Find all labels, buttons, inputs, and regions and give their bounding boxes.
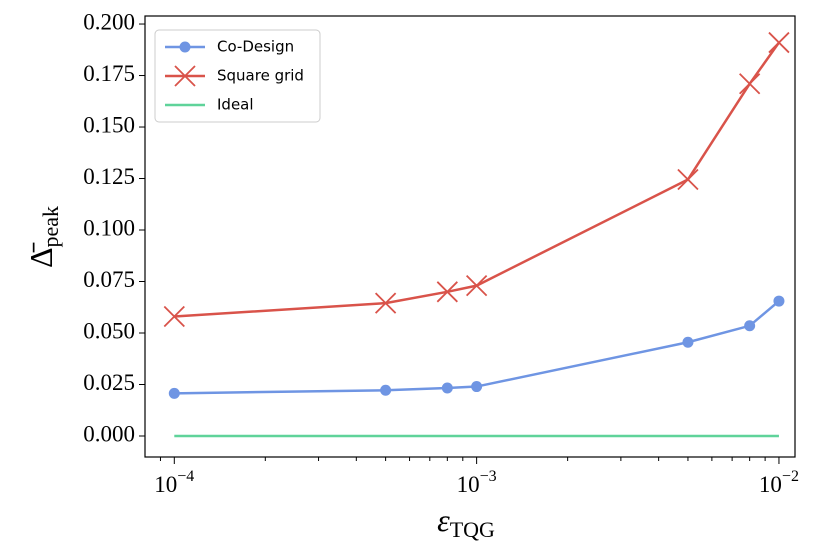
y-axis-label: Δ̄peak: [23, 206, 63, 268]
point: [380, 384, 392, 396]
point: [168, 387, 180, 399]
y-tick-label: 0.050: [83, 318, 135, 343]
point: [465, 274, 488, 297]
point: [739, 73, 761, 95]
x-tick-exponent: −3: [480, 468, 497, 485]
x-tick-label: 10−4: [154, 468, 194, 498]
point: [163, 305, 185, 328]
point: [768, 31, 790, 54]
x-tick-exponent: −2: [782, 468, 799, 485]
x-tick-label: 10−3: [457, 468, 497, 498]
y-tick-label: 0.175: [83, 61, 135, 86]
plot-frame: [144, 15, 796, 458]
x-tick-base: 10: [759, 472, 782, 497]
legend: Co-Design Square grid Ideal: [154, 29, 321, 123]
point: [682, 336, 694, 348]
x-tick-base: 10: [457, 472, 480, 497]
legend-marker: [179, 41, 191, 53]
point: [471, 381, 483, 393]
x-axis-label: εTQG: [437, 502, 495, 542]
legend-label: Square grid: [217, 67, 304, 85]
y-tick-label: 0.150: [83, 112, 135, 137]
legend-label: Co-Design: [217, 38, 294, 56]
legend-label: Ideal: [217, 96, 254, 114]
y-tick-label: 0.025: [83, 370, 135, 395]
point: [773, 295, 785, 307]
legend-marker: [174, 65, 196, 87]
point: [374, 292, 397, 314]
point: [441, 382, 453, 394]
y-tick-label: 0.100: [83, 215, 135, 240]
x-tick-label: 10−2: [759, 468, 799, 498]
x-tick-exponent: −4: [177, 468, 194, 485]
y-axis-label-sub: peak: [38, 206, 63, 248]
legend-box: [154, 29, 321, 123]
x-axis-label-main: ε: [437, 502, 450, 538]
x-tick-base: 10: [154, 472, 177, 497]
y-tick-label: 0.075: [83, 267, 135, 292]
y-tick-label: 0.000: [83, 421, 135, 446]
y-tick-label: 0.200: [83, 9, 135, 34]
point: [677, 168, 699, 191]
point: [436, 281, 458, 303]
y-tick-label: 0.125: [83, 164, 135, 189]
point: [744, 320, 756, 332]
x-axis-label-sub: TQG: [450, 517, 495, 542]
